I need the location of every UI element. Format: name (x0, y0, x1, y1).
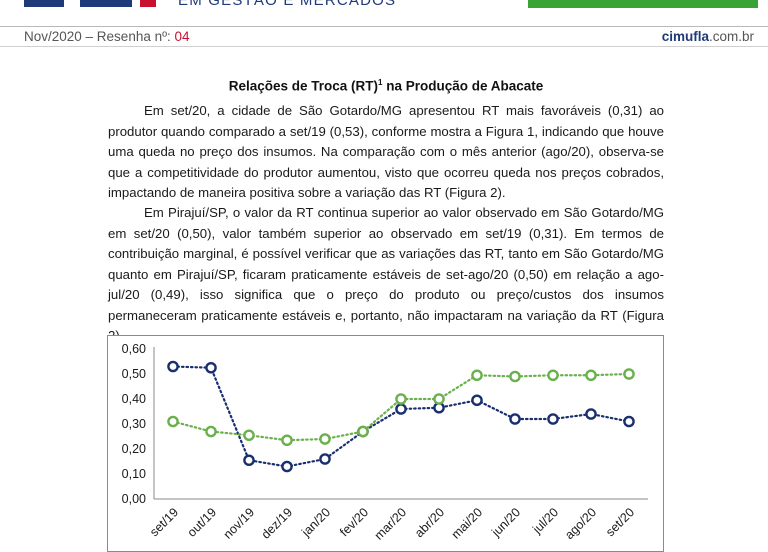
paragraph-2: Em Pirajuí/SP, o valor da RT continua su… (108, 205, 664, 343)
series-2-point (243, 429, 255, 442)
x-tick-label: abr/20 (412, 505, 447, 540)
series-2-point (205, 425, 217, 438)
series-2-point (471, 369, 483, 382)
x-tick-label: dez/19 (259, 505, 295, 541)
logo-mark-blue (24, 0, 64, 7)
x-tick-label: fev/20 (337, 505, 371, 539)
y-tick-label: 0,20 (122, 442, 146, 456)
series-2-point (623, 368, 635, 380)
paragraph-1: Em set/20, a cidade de São Gotardo/MG ap… (108, 103, 664, 200)
series-line-1 (171, 365, 631, 468)
series-2-point (547, 369, 559, 382)
x-tick-label: mai/20 (449, 505, 485, 541)
rt-chart: 0,00 0,10 0,20 0,30 0,40 0,50 0,60 set/19 out/19… (107, 335, 664, 552)
series-2-point (395, 393, 407, 405)
series-2-point (433, 393, 445, 405)
header-divider-bottom (0, 46, 768, 47)
site-domain: .com.br (708, 29, 754, 44)
logo-mark-red (140, 0, 156, 7)
series-1-point (509, 413, 521, 425)
series-1-point (623, 415, 635, 428)
x-tick-label: set/20 (603, 505, 637, 539)
series-1-point (585, 408, 597, 420)
series-1-point (547, 413, 559, 425)
series-2-point (319, 433, 331, 445)
issue-number: 04 (174, 29, 190, 44)
brand-subtitle: EM GESTÃO E MERCADOS (178, 0, 397, 9)
y-tick-label: 0,50 (122, 367, 146, 381)
x-tick-label: mar/20 (372, 505, 409, 542)
y-tick-label: 0,60 (122, 342, 146, 356)
x-tick-label: ago/20 (562, 505, 599, 542)
title-tail: na Produção de Abacate (382, 78, 544, 94)
article-title: Relações de Troca (RT)1 na Produção de A… (108, 78, 664, 94)
y-tick-label: 0,10 (122, 467, 146, 481)
y-tick-label: 0,00 (122, 492, 146, 506)
site-name: cimufla (661, 29, 709, 44)
x-tick-label: jun/20 (488, 505, 523, 540)
x-tick-label: jul/20 (529, 505, 561, 537)
series-1-point (319, 453, 331, 465)
x-tick-label: nov/19 (221, 505, 257, 541)
title-main: Relações de Troca (RT) (228, 78, 379, 94)
series-1-point (167, 360, 179, 373)
x-tick-label: jan/20 (298, 505, 333, 540)
issue-prefix: Nov/2020 – Resenha nº: (24, 29, 171, 44)
title-footnote-mark: 1 (378, 78, 383, 87)
rt-chart-svg: 0,00 0,10 0,20 0,30 0,40 0,50 0,60 set/19 out/19… (122, 342, 648, 543)
header-divider (0, 26, 768, 27)
series-1-point (243, 454, 255, 467)
y-tick-label: 0,40 (122, 392, 146, 406)
x-tick-label: set/19 (147, 505, 181, 539)
series-1-point (205, 361, 217, 374)
series-2-point (509, 370, 521, 383)
series-2-point (357, 425, 369, 438)
series-1-point (395, 403, 407, 415)
green-accent-bar (528, 0, 758, 8)
logo-mark-blue-2 (80, 0, 132, 7)
issue-label: Nov/2020 – Resenha nº: 04 (24, 29, 190, 44)
series-2-point (167, 415, 179, 428)
site-label: cimufla.com.br (662, 29, 754, 44)
series-2-point (585, 369, 597, 382)
top-banner: EM GESTÃO E MERCADOS (0, 0, 768, 26)
series-2-point (281, 434, 293, 447)
series-1-point (281, 460, 293, 473)
series-1-point (471, 394, 483, 407)
x-tick-label: out/19 (185, 505, 220, 540)
y-tick-label: 0,30 (122, 417, 146, 431)
